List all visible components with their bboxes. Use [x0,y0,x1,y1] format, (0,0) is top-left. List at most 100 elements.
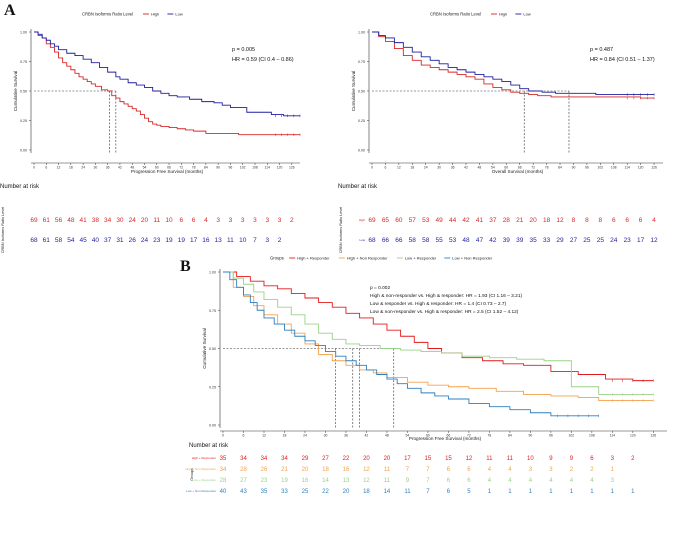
x-tick-label: 6 [45,166,47,170]
y-tick-label: 0.00 [358,149,365,153]
chart-a-left: 0.000.250.500.751.000 6 12 18 24 30 36 42 48 54 60… [0,12,301,254]
risk-count: 26 [261,467,268,473]
risk-count: 1 [508,489,512,495]
risk-count: 25 [302,489,309,495]
risk-count: 8 [599,217,603,224]
x-tick-label: 24 [424,166,428,170]
x-tick-label: 120 [277,166,283,170]
km-curve-high-responder [223,271,654,382]
risk-count: 65 [382,217,390,224]
x-tick-label: 108 [252,166,258,170]
risk-table-y-label: CRBN Isoforms Ratio Level [1,207,5,254]
x-tick-label: 48 [478,166,482,170]
risk-count: 6 [180,217,184,224]
x-tick-label: 66 [167,166,171,170]
km-curve-low [34,31,300,117]
risk-count: 20 [363,456,370,462]
risk-count: 16 [302,478,309,484]
risk-count: 3 [278,217,282,224]
risk-count: 6 [192,217,196,224]
risk-count: 18 [363,489,370,495]
risk-count: 11 [486,456,493,462]
risk-count: 3 [265,217,269,224]
y-tick-label: 0.25 [209,385,216,389]
risk-count: 2 [290,217,294,224]
risk-count: 58 [55,237,63,244]
x-tick-label: 90 [216,166,220,170]
y-tick-label: 0.25 [20,119,27,123]
legend-entry: High + Responder [297,256,330,261]
stats-annotation: High & non-responder vs. High & responde… [370,293,523,299]
risk-count: 35 [220,456,227,462]
stats-annotation: p = 0.487 [590,47,613,53]
x-tick-label: 126 [289,166,295,170]
risk-count: 20 [302,467,309,473]
risk-count: 27 [570,237,578,244]
x-tick-label: 42 [118,166,122,170]
risk-row-label: Low + Responder [192,478,216,482]
risk-count: 22 [343,456,350,462]
risk-count: 8 [585,217,589,224]
risk-count: 20 [141,217,149,224]
x-tick-label: 72 [179,166,183,170]
risk-count: 6 [447,478,451,484]
x-tick-label: 84 [558,166,562,170]
risk-count: 17 [637,237,645,244]
risk-count: 1 [488,489,492,495]
risk-count: 34 [261,456,268,462]
risk-count: 68 [368,237,376,244]
x-tick-label: 6 [384,166,386,170]
y-tick-label: 0.25 [358,119,365,123]
legend-entry: Low + Non Responder [452,256,493,261]
risk-count: 48 [67,217,75,224]
risk-count: 1 [549,489,553,495]
risk-count: 12 [466,456,473,462]
risk-count: 19 [178,237,186,244]
risk-count: 11 [507,456,514,462]
risk-count: 3 [611,456,615,462]
risk-count: 55 [436,237,444,244]
x-tick-label: 102 [597,166,603,170]
risk-count: 20 [384,456,391,462]
risk-count: 27 [322,456,329,462]
risk-count: 1 [529,489,533,495]
risk-count: 22 [322,489,329,495]
stats-annotation: Low & non-responder vs. High & responder… [370,309,519,315]
x-tick-label: 66 [447,434,451,438]
risk-count: 38 [92,217,100,224]
y-tick-label: 0.00 [20,149,27,153]
x-tick-label: 120 [638,166,644,170]
risk-count: 20 [530,217,538,224]
risk-row-label: High + Non Responder [185,467,216,471]
x-tick-label: 18 [69,166,73,170]
risk-row-label: High [359,218,366,222]
risk-count: 8 [572,217,576,224]
x-tick-label: 78 [545,166,549,170]
risk-count: 6 [467,467,471,473]
risk-count: 1 [611,489,615,495]
stats-annotation: Low & responder vs. High & responder: HR… [370,301,507,307]
risk-count: 17 [190,237,198,244]
risk-count: 34 [281,456,288,462]
x-tick-label: 66 [518,166,522,170]
x-tick-label: 114 [265,166,271,170]
y-tick-label: 0.00 [209,424,216,428]
risk-count: 7 [426,478,430,484]
risk-count: 34 [240,456,247,462]
risk-count: 53 [422,217,430,224]
risk-count: 14 [384,489,391,495]
x-tick-label: 114 [610,434,616,438]
panel-letter-b: B [180,258,191,275]
risk-count: 30 [116,217,124,224]
y-tick-label: 0.75 [209,309,216,313]
risk-count: 3 [253,217,257,224]
x-tick-label: 12 [57,166,61,170]
y-tick-label: 1.00 [20,31,27,35]
km-curve-high-non-responder [223,271,654,401]
legend-title: CRBN Isoforms Ratio Level [430,12,481,17]
legend-entry: Low [175,12,182,17]
risk-count: 23 [624,237,632,244]
x-tick-label: 60 [504,166,508,170]
risk-count: 61 [43,217,51,224]
risk-count: 58 [422,237,430,244]
